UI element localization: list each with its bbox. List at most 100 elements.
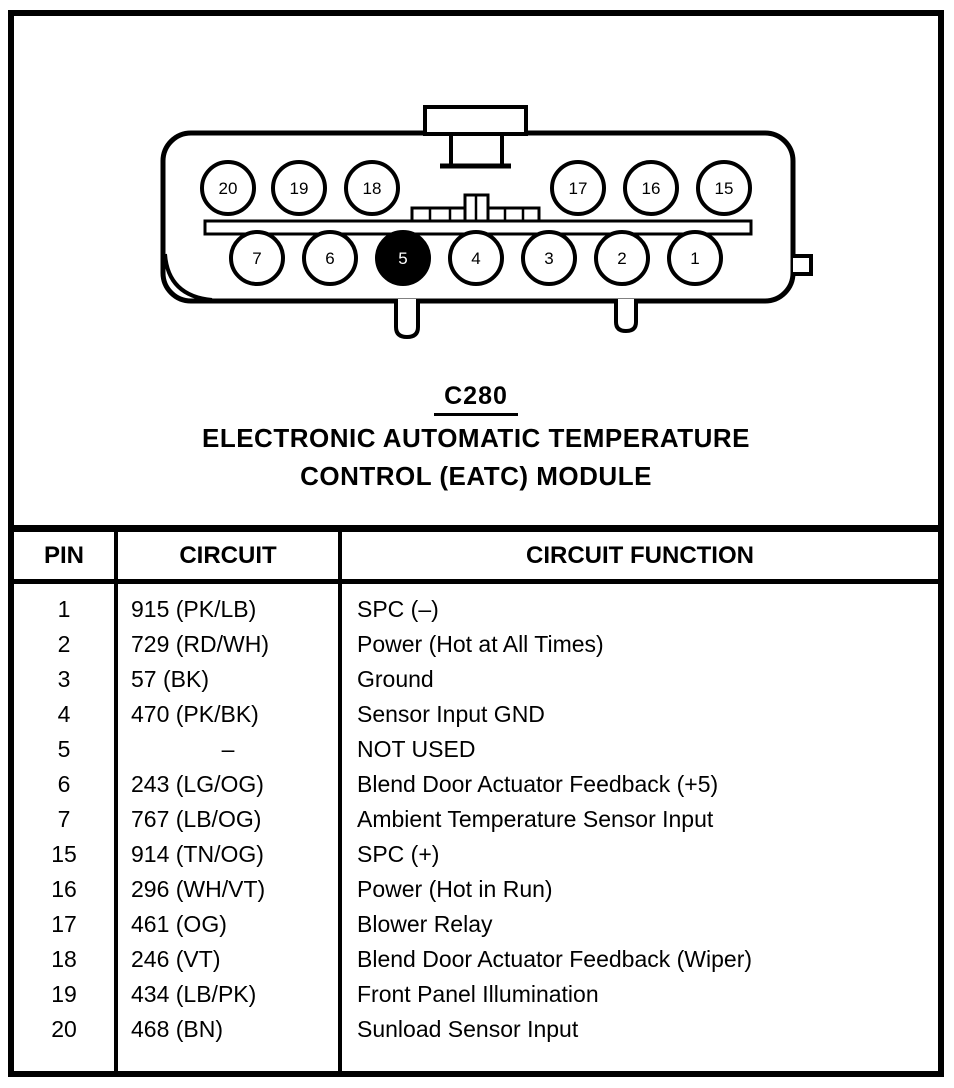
- circuit-cell: 915 (PK/LB): [114, 581, 340, 627]
- table-row: 1 915 (PK/LB) SPC (–): [14, 581, 938, 627]
- table-filler-row: [14, 1047, 938, 1071]
- pin-number-label: 3: [544, 249, 553, 268]
- pin-number-label: 17: [569, 179, 588, 198]
- pin-circle-4: [448, 230, 504, 286]
- connector-diagram: 20 19 18 17 16 15 7 6 5 4 3 2 1: [160, 105, 813, 340]
- pin-number-label: 20: [219, 179, 238, 198]
- bottom-tab-right: [614, 299, 638, 334]
- outer-frame: 20 19 18 17 16 15 7 6 5 4 3 2 1 C280 ELECTRONIC AUTO…: [8, 10, 944, 1077]
- pin-circle-16: [623, 160, 679, 216]
- circuit-function-cell: Front Panel Illumination: [338, 977, 938, 1012]
- circuit-cell: 57 (BK): [114, 662, 340, 697]
- connector-latch: [423, 105, 528, 136]
- table-row: 3 57 (BK) Ground: [14, 662, 938, 697]
- table-header-row: PIN CIRCUIT CIRCUIT FUNCTION: [14, 532, 938, 584]
- circuit-function-cell: Ambient Temperature Sensor Input: [338, 802, 938, 837]
- circuit-function-cell: NOT USED: [338, 732, 938, 767]
- circuit-cell: 296 (WH/VT): [114, 872, 340, 907]
- pin-group: 20 19 18 17 16 15 7 6 5 4 3 2 1: [200, 160, 752, 286]
- pin-number-label: 7: [252, 249, 261, 268]
- pin-number-label: 15: [715, 179, 734, 198]
- circuit-cell: 434 (LB/PK): [114, 977, 340, 1012]
- col-header-circuit-function: CIRCUIT FUNCTION: [338, 532, 938, 584]
- pin-circle-15: [696, 160, 752, 216]
- table-row: 6 243 (LG/OG) Blend Door Actuator Feedback…: [14, 767, 938, 802]
- col-header-circuit: CIRCUIT: [114, 532, 340, 584]
- table-row: 17 461 (OG) Blower Relay: [14, 907, 938, 942]
- table-row: 18 246 (VT) Blend Door Actuator Feedback (…: [14, 942, 938, 977]
- circuit-cell: 243 (LG/OG): [114, 767, 340, 802]
- connector-id: C280: [434, 382, 518, 416]
- pin-circle-17: [550, 160, 606, 216]
- pin-circle-7: [229, 230, 285, 286]
- circuit-function-cell: Blower Relay: [338, 907, 938, 942]
- circuit-function-cell: SPC (+): [338, 837, 938, 872]
- table-row: 4 470 (PK/BK) Sensor Input GND: [14, 697, 938, 732]
- circuit-function-cell: Sunload Sensor Input: [338, 1012, 938, 1047]
- pin-circle-3: [521, 230, 577, 286]
- circuit-cell: 470 (PK/BK): [114, 697, 340, 732]
- pinout-table: PIN CIRCUIT CIRCUIT FUNCTION 1 915 (PK/LB…: [14, 532, 938, 1071]
- pin-circle-1: [667, 230, 723, 286]
- pin-number-label: 4: [471, 249, 480, 268]
- pin-cell: 16: [51, 876, 77, 902]
- circuit-function-cell: Blend Door Actuator Feedback (+5): [338, 767, 938, 802]
- circuit-cell: 246 (VT): [114, 942, 340, 977]
- table-row: 2 729 (RD/WH) Power (Hot at All Times): [14, 627, 938, 662]
- circuit-cell: 767 (LB/OG): [114, 802, 340, 837]
- circuit-cell: 468 (BN): [114, 1012, 340, 1047]
- pin-circle-18: [344, 160, 400, 216]
- circuit-function-cell: Power (Hot in Run): [338, 872, 938, 907]
- circuit-function-cell: SPC (–): [338, 581, 938, 627]
- pinout-table-wrap: PIN CIRCUIT CIRCUIT FUNCTION 1 915 (PK/LB…: [14, 525, 938, 1071]
- circuit-cell: –: [114, 732, 340, 767]
- pin-cell: 19: [51, 981, 77, 1007]
- table-row: 19 434 (LB/PK) Front Panel Illumination: [14, 977, 938, 1012]
- pin-table-body: 1 915 (PK/LB) SPC (–) 2 729 (RD/WH) Power (Ho…: [14, 581, 938, 1071]
- pin-circle-20: [200, 160, 256, 216]
- pin-number-label: 2: [617, 249, 626, 268]
- table-row: 15 914 (TN/OG) SPC (+): [14, 837, 938, 872]
- pin-cell: 2: [57, 631, 71, 657]
- pin-number-label: 16: [642, 179, 661, 198]
- caption-line-1: ELECTRONIC AUTOMATIC TEMPERATURE: [201, 423, 751, 453]
- filler-cell: [338, 1047, 938, 1071]
- circuit-function-cell: Blend Door Actuator Feedback (Wiper): [338, 942, 938, 977]
- table-row: 5 – NOT USED: [14, 732, 938, 767]
- bottom-tab-left: [394, 299, 420, 340]
- circuit-cell: 729 (RD/WH): [114, 627, 340, 662]
- filler-cell: [114, 1047, 340, 1071]
- pin-number-label: 5: [398, 249, 407, 268]
- pin-number-label: 19: [290, 179, 309, 198]
- pin-cell: 1: [57, 596, 71, 622]
- pin-number-label: 18: [363, 179, 382, 198]
- table-row: 16 296 (WH/VT) Power (Hot in Run): [14, 872, 938, 907]
- caption-line-2: CONTROL (EATC) MODULE: [300, 461, 652, 491]
- pin-number-label: 1: [690, 249, 699, 268]
- pin-cell: 6: [57, 771, 71, 797]
- table-row: 20 468 (BN) Sunload Sensor Input: [14, 1012, 938, 1047]
- pin-cell: 5: [57, 736, 71, 762]
- circuit-cell: 914 (TN/OG): [114, 837, 340, 872]
- pin-circle-2: [594, 230, 650, 286]
- pin-cell: 15: [51, 841, 77, 867]
- pin-circle-6: [302, 230, 358, 286]
- circuit-function-cell: Sensor Input GND: [338, 697, 938, 732]
- pin-circle-19: [271, 160, 327, 216]
- pin-cell: 18: [51, 946, 77, 972]
- col-header-pin: PIN: [14, 532, 116, 584]
- pin-cell: 17: [51, 911, 77, 937]
- filler-cell: [14, 1047, 116, 1071]
- circuit-function-cell: Ground: [338, 662, 938, 697]
- pin-cell: 7: [57, 806, 71, 832]
- pin-circle-5: [375, 230, 431, 286]
- pin-cell: 20: [51, 1016, 77, 1042]
- pin-cell: 3: [57, 666, 71, 692]
- right-edge-notch: [793, 254, 813, 276]
- circuit-cell: 461 (OG): [114, 907, 340, 942]
- table-row: 7 767 (LB/OG) Ambient Temperature Sensor I…: [14, 802, 938, 837]
- caption-block: C280 ELECTRONIC AUTOMATIC TEMPERATURE CO…: [14, 382, 938, 492]
- pin-number-label: 6: [325, 249, 334, 268]
- circuit-function-cell: Power (Hot at All Times): [338, 627, 938, 662]
